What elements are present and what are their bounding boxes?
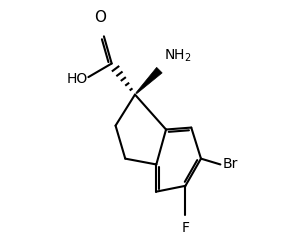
Text: HO: HO — [67, 72, 88, 86]
Text: F: F — [182, 221, 189, 235]
Text: O: O — [94, 10, 106, 25]
Text: Br: Br — [222, 158, 238, 171]
Polygon shape — [136, 67, 162, 94]
Text: NH$_2$: NH$_2$ — [164, 48, 192, 64]
